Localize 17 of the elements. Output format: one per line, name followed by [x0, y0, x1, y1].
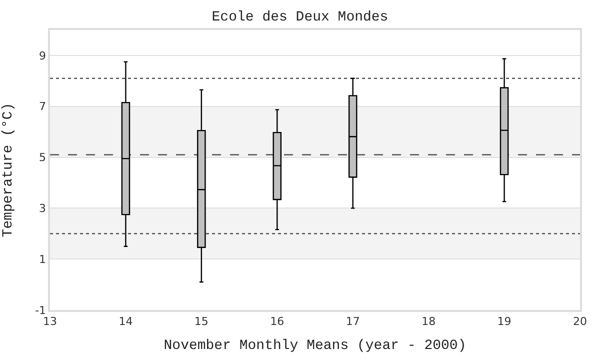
x-tick-label: 14	[118, 314, 133, 328]
x-tick-label: 15	[194, 314, 208, 328]
y-tick-label: 5	[39, 151, 46, 164]
y-axis-title: Temperature (°C)	[0, 102, 16, 238]
y-tick-label: 9	[39, 49, 46, 62]
x-tick-label: 17	[346, 314, 360, 328]
x-tick-label: 20	[573, 314, 587, 328]
x-axis-title: November Monthly Means (year - 2000)	[164, 338, 466, 354]
chart-title: Ecole des Deux Mondes	[212, 10, 388, 26]
y-tick-label: 7	[39, 100, 46, 114]
x-tick-label: 13	[43, 314, 57, 328]
x-tick-label: 18	[422, 314, 436, 328]
y-tick-label: -1	[35, 304, 46, 317]
y-tick-label: 1	[39, 252, 46, 266]
x-tick-label: 16	[270, 314, 284, 328]
y-tick-label: 3	[39, 202, 46, 216]
x-tick-label: 19	[497, 314, 512, 328]
